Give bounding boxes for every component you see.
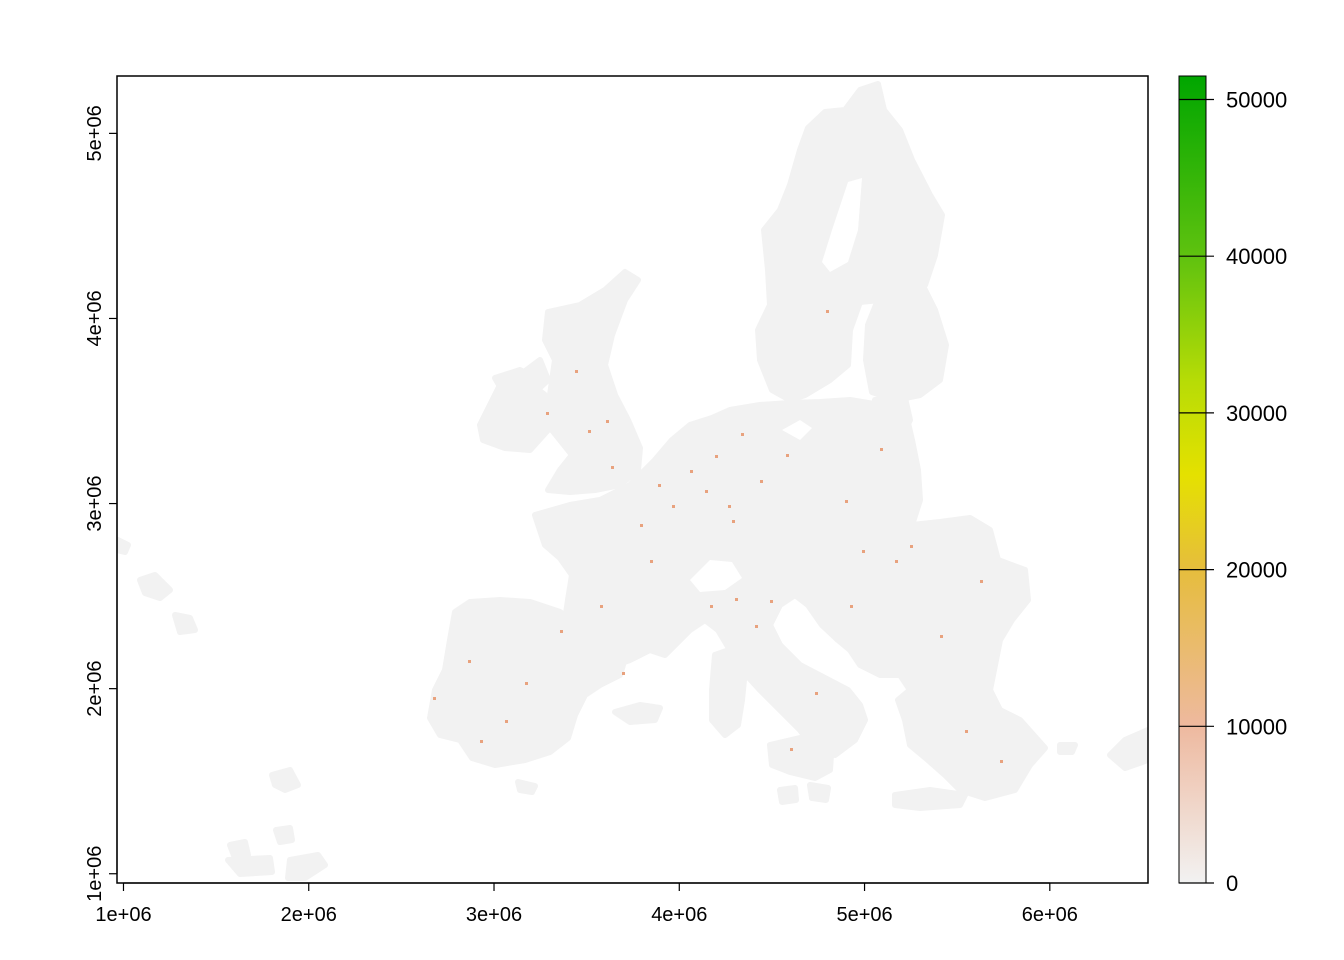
x-tick-label: 4e+06: [651, 904, 707, 926]
land-island-l: [1057, 742, 1078, 755]
hotspot-cell: [741, 433, 744, 436]
hotspot-cell: [690, 470, 693, 473]
x-tick-label: 3e+06: [466, 904, 522, 926]
hotspot-cell: [650, 560, 653, 563]
y-tick-label: 1e+06: [84, 846, 106, 902]
map-panel: [117, 81, 1148, 881]
land-balearic-islands: [612, 702, 663, 725]
land-island-k: [807, 782, 831, 803]
hotspot-cell: [622, 672, 625, 675]
land-crete: [892, 787, 968, 811]
legend-tick-label: 0: [1226, 871, 1238, 896]
hotspot-cell: [672, 505, 675, 508]
land-great-britain: [542, 269, 643, 495]
hotspot-cell: [895, 560, 898, 563]
land-island-b: [172, 612, 198, 635]
x-tick-label: 1e+06: [95, 904, 151, 926]
color-legend: 0 10000 20000 30000 40000 50000: [1178, 75, 1287, 896]
hotspot-cell: [505, 720, 508, 723]
land-cyprus: [1107, 727, 1148, 771]
land-island-d: [269, 767, 301, 793]
hotspot-cell: [980, 580, 983, 583]
hotspot-cell: [826, 310, 829, 313]
hotspot-cell: [705, 490, 708, 493]
y-tick-label: 3e+06: [84, 475, 106, 531]
x-tick-label: 5e+06: [836, 904, 892, 926]
y-tick-label: 5e+06: [84, 105, 106, 161]
y-tick-label: 4e+06: [84, 290, 106, 346]
legend-tick-label: 30000: [1226, 401, 1287, 426]
land-island-g: [285, 852, 328, 881]
hotspot-cell: [1000, 760, 1003, 763]
land-finland: [863, 287, 949, 403]
hotspot-cell: [728, 505, 731, 508]
hotspot-cell: [732, 520, 735, 523]
land-island-i: [515, 779, 538, 795]
land-island-e: [227, 839, 251, 861]
hotspot-cell: [815, 692, 818, 695]
hotspot-cell: [910, 545, 913, 548]
hotspot-cell: [755, 625, 758, 628]
hotspot-cell: [606, 420, 609, 423]
hotspot-cell: [468, 660, 471, 663]
hotspot-cell: [611, 466, 614, 469]
hotspot-cell: [525, 682, 528, 685]
population-hotspots: [433, 310, 1003, 763]
hotspot-cell: [965, 730, 968, 733]
legend-tick-label: 20000: [1226, 558, 1287, 583]
hotspot-cell: [770, 600, 773, 603]
hotspot-cell: [640, 524, 643, 527]
legend-tick-label: 10000: [1226, 714, 1287, 739]
hotspot-cell: [940, 635, 943, 638]
land-island-a: [137, 572, 173, 601]
hotspot-cell: [588, 430, 591, 433]
hotspot-cell: [658, 484, 661, 487]
legend-color-bar: [1178, 75, 1207, 884]
legend-tick-label: 40000: [1226, 244, 1287, 269]
x-axis: 1e+06 2e+06 3e+06 4e+06 5e+06 6e+06: [95, 882, 1078, 926]
land-sicily: [767, 735, 835, 781]
water-body: [822, 178, 862, 272]
hotspot-cell: [715, 455, 718, 458]
hotspot-cell: [575, 370, 578, 373]
land-island-f: [225, 855, 275, 877]
hotspot-cell: [433, 697, 436, 700]
hotspot-cell: [600, 605, 603, 608]
hotspot-cell: [845, 500, 848, 503]
hotspot-cell: [735, 598, 738, 601]
europe-raster: [117, 81, 1148, 881]
hotspot-cell: [786, 454, 789, 457]
x-tick-label: 6e+06: [1022, 904, 1078, 926]
land-continental-europe: [532, 397, 1048, 801]
hotspot-cell: [790, 748, 793, 751]
land-island-j: [777, 785, 799, 805]
x-tick-label: 2e+06: [281, 904, 337, 926]
land-island-c: [117, 537, 131, 555]
hotspot-cell: [710, 605, 713, 608]
hotspot-cell: [480, 740, 483, 743]
water-body: [690, 560, 742, 592]
hotspot-cell: [546, 412, 549, 415]
legend-ticks: 0 10000 20000 30000 40000 50000: [1179, 88, 1287, 896]
hotspot-cell: [560, 630, 563, 633]
hotspot-cell: [850, 605, 853, 608]
land-corsica-sardinia: [709, 645, 748, 738]
land-island-h: [273, 825, 295, 845]
hotspot-cell: [760, 480, 763, 483]
hotspot-cell: [880, 448, 883, 451]
land-scottish-isles: [517, 357, 551, 395]
y-tick-label: 2e+06: [84, 661, 106, 717]
y-axis: 1e+06 2e+06 3e+06 4e+06 5e+06: [84, 105, 118, 902]
water-body: [782, 420, 812, 440]
legend-tick-label: 50000: [1226, 88, 1287, 113]
hotspot-cell: [862, 550, 865, 553]
